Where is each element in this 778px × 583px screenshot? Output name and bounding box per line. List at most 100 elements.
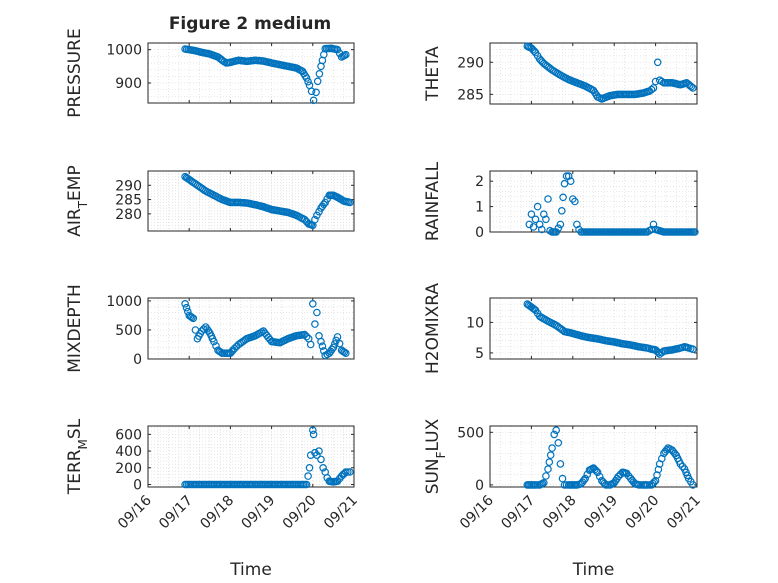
data-point <box>545 458 554 466</box>
y-tick-label: 1 <box>475 200 484 216</box>
data-point <box>312 88 320 97</box>
figure-title: Figure 2 medium <box>169 14 331 34</box>
data-point <box>308 299 317 308</box>
data-point <box>341 50 350 59</box>
y-tick-label: 290 <box>115 178 142 194</box>
data-point <box>313 77 322 86</box>
data-point <box>318 342 327 351</box>
axes-box <box>489 425 698 488</box>
data-point <box>571 197 579 206</box>
data-point <box>554 438 563 447</box>
data-point <box>556 220 565 229</box>
data-point <box>199 325 208 333</box>
y-tick-label: 0 <box>475 225 484 241</box>
y-tick-label: 900 <box>115 76 142 92</box>
data-point <box>302 74 311 82</box>
y-tick-label: 0 <box>475 478 484 494</box>
data-point <box>302 480 311 489</box>
data-point <box>533 202 542 211</box>
data-point <box>593 468 602 477</box>
data-point <box>539 478 548 487</box>
data-point <box>557 207 566 215</box>
data-point <box>592 467 601 475</box>
y-tick-label: 500 <box>457 425 484 441</box>
data-point <box>552 228 561 236</box>
axes-box <box>147 42 355 104</box>
y-axis-label: AIRTEMP <box>65 165 90 236</box>
data-point <box>346 198 354 207</box>
data-point <box>317 337 325 346</box>
data-point <box>304 472 312 480</box>
data-point <box>182 303 191 312</box>
data-point <box>562 172 571 180</box>
data-point <box>309 96 318 105</box>
data-point <box>544 465 552 473</box>
axes-box <box>489 42 698 105</box>
data-point <box>602 481 610 489</box>
data-point <box>554 224 563 233</box>
y-tick-label: 1000 <box>106 294 142 310</box>
data-point <box>315 447 323 455</box>
data-point <box>330 340 339 348</box>
data-point <box>346 468 354 476</box>
data-point <box>552 426 561 435</box>
data-point <box>544 195 552 203</box>
x-axis-label: Time <box>572 560 615 580</box>
data-point <box>329 343 338 352</box>
x-axis-label: Time <box>229 560 272 580</box>
data-point <box>313 308 321 317</box>
data-point <box>529 223 538 231</box>
data-point <box>550 430 559 439</box>
axes-box <box>489 297 698 360</box>
data-point <box>212 342 220 350</box>
subplot-4: 0 1 2 RAINFALL <box>423 161 699 241</box>
data-point <box>556 460 565 468</box>
data-point <box>340 348 349 357</box>
data-point <box>687 82 696 91</box>
data-point <box>309 430 318 439</box>
y-tick-label: 1000 <box>106 43 142 59</box>
data-point <box>527 210 536 219</box>
subplot-1: 900 1000 PRESSURE <box>65 28 355 118</box>
data-point <box>542 215 550 224</box>
data-point <box>307 87 316 96</box>
data-point <box>531 215 540 224</box>
data-point <box>643 481 652 489</box>
subplot-5: 0 500 1000 MIXDEPTH <box>65 284 355 373</box>
data-point <box>304 77 312 86</box>
y-tick-label: 5 <box>475 346 484 362</box>
data-point <box>559 193 567 202</box>
data-point <box>566 177 575 186</box>
data-point <box>308 426 317 435</box>
axes-box <box>147 170 355 232</box>
data-point <box>340 469 349 478</box>
data-point <box>302 332 311 341</box>
y-axis-label: PRESSURE <box>65 28 85 117</box>
data-point <box>210 337 218 346</box>
data-point <box>581 474 590 483</box>
data-point <box>319 200 328 209</box>
data-point <box>189 314 198 323</box>
data-point <box>548 444 556 452</box>
y-tick-label: 290 <box>457 55 484 71</box>
y-axis-label: RAINFALL <box>423 161 443 241</box>
data-point <box>531 481 540 489</box>
y-tick-label: 280 <box>115 207 142 223</box>
data-point <box>689 481 697 489</box>
data-point <box>306 340 315 349</box>
data-point <box>579 476 588 485</box>
y-axis-label: THETA <box>423 46 443 102</box>
data-point <box>546 451 555 459</box>
subplot-2: 285 290 THETA <box>423 42 698 105</box>
y-tick-label: 10 <box>466 315 484 331</box>
y-tick-label: 285 <box>115 193 142 209</box>
data-point <box>335 339 344 348</box>
data-point <box>689 345 697 354</box>
y-tick-label: 285 <box>457 87 484 103</box>
data-point <box>300 330 309 339</box>
data-point <box>230 344 239 353</box>
data-point <box>614 472 623 481</box>
axes-box <box>489 170 698 233</box>
